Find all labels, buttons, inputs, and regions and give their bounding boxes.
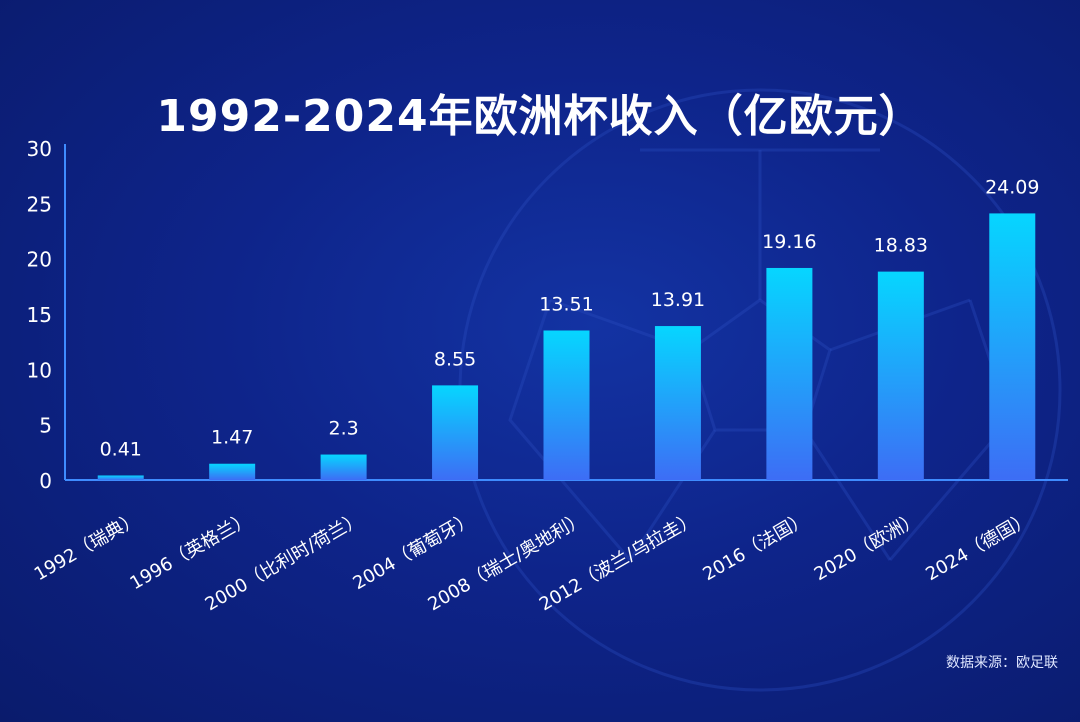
y-tick-label: 20	[27, 248, 52, 272]
bar	[432, 385, 479, 480]
bar	[766, 267, 813, 480]
source-note: 数据来源：欧足联	[946, 655, 1058, 671]
bar	[543, 330, 590, 480]
y-tick-label: 0	[39, 469, 52, 493]
y-tick-label: 30	[27, 137, 52, 161]
x-tick-label: 1992（瑞典）	[31, 508, 144, 585]
data-label: 2.3	[329, 418, 359, 440]
data-label: 1.47	[211, 427, 253, 449]
data-label: 13.91	[651, 289, 705, 311]
x-tick-label: 2024（德国）	[922, 508, 1035, 585]
y-tick-label: 25	[27, 192, 52, 216]
y-tick-label: 10	[27, 358, 52, 382]
bar	[209, 463, 256, 480]
chart-title: 1992-2024年欧洲杯收入（亿欧元）	[156, 91, 924, 142]
bar	[320, 454, 367, 480]
bar	[989, 213, 1036, 481]
bar	[654, 326, 701, 480]
data-label: 8.55	[434, 348, 476, 370]
bar	[877, 271, 924, 480]
bar	[97, 475, 144, 480]
y-tick-label: 15	[27, 303, 52, 327]
data-label: 19.16	[762, 231, 816, 253]
x-tick-label: 2020（欧洲）	[811, 508, 924, 585]
data-label: 18.83	[874, 235, 928, 257]
data-label: 13.51	[539, 293, 593, 315]
y-tick-label: 5	[39, 414, 52, 438]
data-label: 0.41	[100, 438, 142, 460]
data-label: 24.09	[985, 176, 1039, 198]
x-tick-label: 2016（法国）	[699, 508, 812, 585]
